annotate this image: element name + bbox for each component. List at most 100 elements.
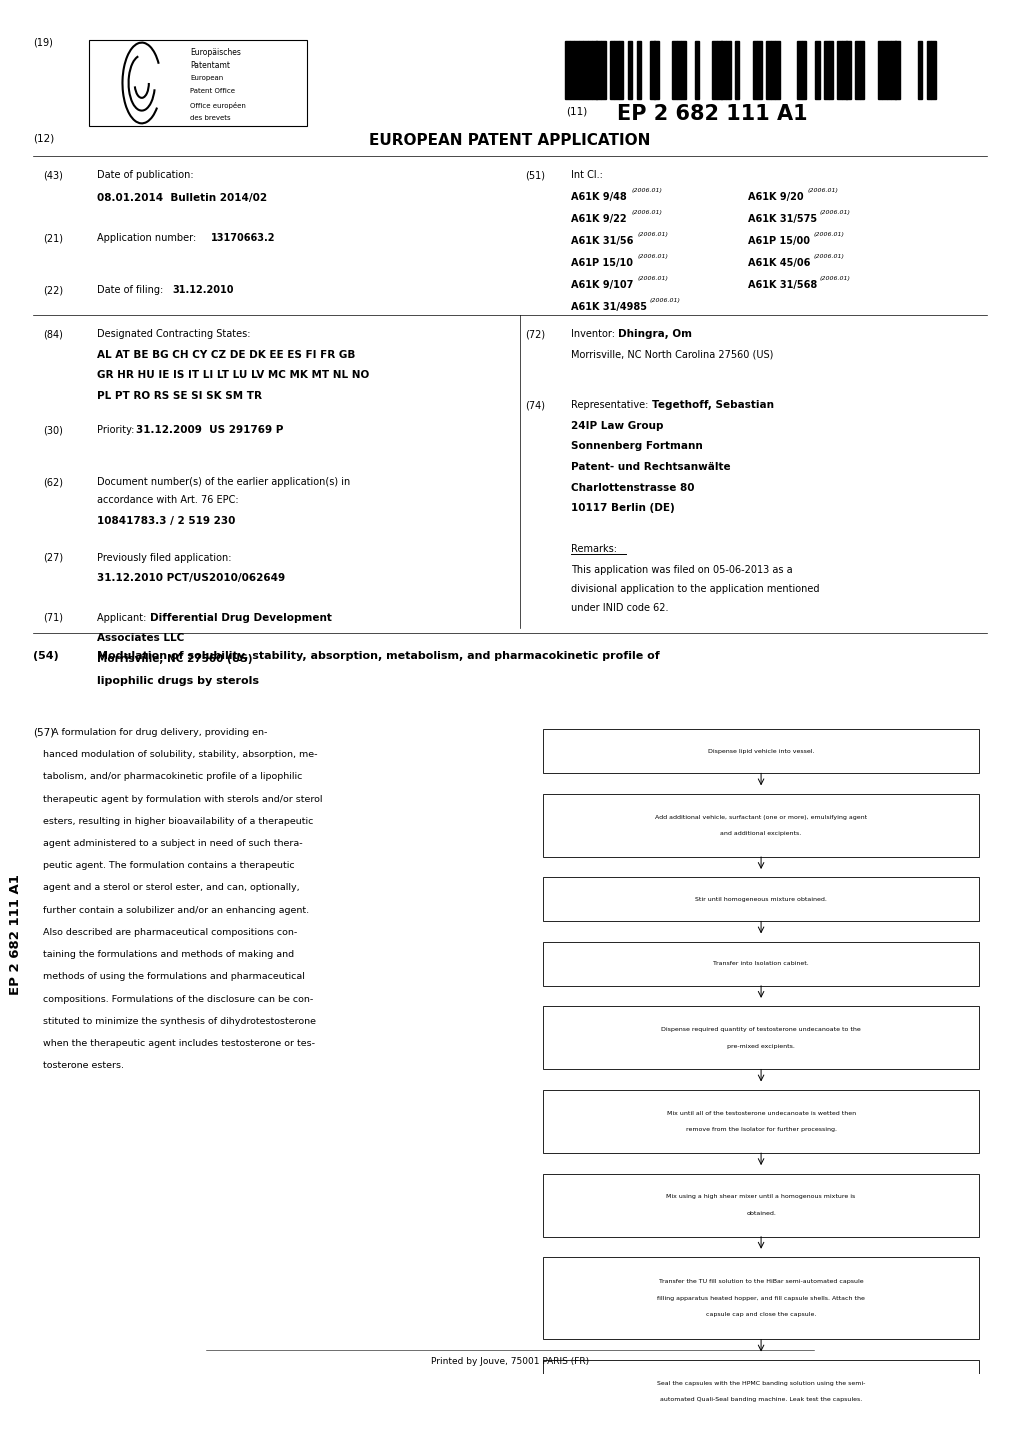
Text: pre-mixed excipients.: pre-mixed excipients.	[727, 1044, 794, 1048]
Text: Priority:: Priority:	[97, 425, 141, 435]
Text: Designated Contracting States:: Designated Contracting States:	[97, 329, 251, 339]
Bar	[859, 42, 863, 98]
Text: Dispense required quantity of testosterone undecanoate to the: Dispense required quantity of testostero…	[660, 1027, 860, 1032]
Text: A61P 15/10: A61P 15/10	[571, 258, 632, 268]
Bar	[716, 42, 720, 98]
Bar	[756, 42, 761, 98]
Text: (2006.01): (2006.01)	[649, 297, 680, 303]
FancyBboxPatch shape	[89, 40, 307, 125]
Bar	[752, 42, 756, 98]
Text: EUROPEAN PATENT APPLICATION: EUROPEAN PATENT APPLICATION	[369, 133, 650, 149]
Text: (2006.01): (2006.01)	[637, 232, 668, 236]
FancyBboxPatch shape	[543, 1007, 977, 1070]
Text: Dhingra, Om: Dhingra, Om	[616, 329, 691, 339]
FancyBboxPatch shape	[543, 793, 977, 857]
Text: Modulation of solubility, stability, absorption, metabolism, and pharmacokinetic: Modulation of solubility, stability, abs…	[97, 652, 659, 662]
Text: des brevets: des brevets	[191, 115, 231, 121]
Text: Date of filing:: Date of filing:	[97, 286, 166, 296]
Bar	[694, 42, 699, 98]
Text: Patent Office: Patent Office	[191, 88, 235, 94]
Text: A formulation for drug delivery, providing en-: A formulation for drug delivery, providi…	[44, 728, 267, 737]
Text: Transfer the TU fill solution to the HiBar semi-automated capsule: Transfer the TU fill solution to the HiB…	[658, 1279, 862, 1285]
Bar	[565, 42, 570, 98]
Text: (74): (74)	[525, 401, 545, 411]
Text: peutic agent. The formulation contains a therapeutic: peutic agent. The formulation contains a…	[44, 861, 294, 871]
Bar	[677, 42, 681, 98]
Bar	[881, 42, 886, 98]
Text: Patentamt: Patentamt	[191, 62, 230, 71]
Text: Patent- und Rechtsanwälte: Patent- und Rechtsanwälte	[571, 461, 730, 472]
Text: and additional excipients.: and additional excipients.	[719, 831, 801, 836]
Text: (27): (27)	[44, 552, 63, 562]
Text: compositions. Formulations of the disclosure can be con-: compositions. Formulations of the disclo…	[44, 995, 313, 1004]
Text: Morrisville, NC North Carolina 27560 (US): Morrisville, NC North Carolina 27560 (US…	[571, 349, 772, 359]
Bar	[926, 42, 930, 98]
Text: (21): (21)	[44, 234, 63, 244]
FancyBboxPatch shape	[543, 1360, 977, 1423]
Text: A61K 31/56: A61K 31/56	[571, 236, 633, 245]
Text: capsule cap and close the capsule.: capsule cap and close the capsule.	[705, 1312, 815, 1317]
Text: (71): (71)	[44, 613, 63, 623]
Text: A61K 9/48: A61K 9/48	[571, 192, 626, 202]
Bar	[917, 42, 921, 98]
Text: Associates LLC: Associates LLC	[97, 633, 184, 643]
Text: hanced modulation of solubility, stability, absorption, me-: hanced modulation of solubility, stabili…	[44, 750, 318, 758]
FancyBboxPatch shape	[543, 1174, 977, 1237]
Bar	[636, 42, 641, 98]
Text: European: European	[191, 75, 223, 81]
Text: 10841783.3 / 2 519 230: 10841783.3 / 2 519 230	[97, 515, 235, 525]
Bar	[609, 42, 613, 98]
Text: agent administered to a subject in need of such thera-: agent administered to a subject in need …	[44, 839, 303, 848]
Bar	[672, 42, 677, 98]
Text: obtained.: obtained.	[746, 1211, 775, 1216]
Text: therapeutic agent by formulation with sterols and/or sterol: therapeutic agent by formulation with st…	[44, 795, 323, 803]
Text: when the therapeutic agent includes testosterone or tes-: when the therapeutic agent includes test…	[44, 1038, 315, 1048]
Text: 31.12.2010 PCT/US2010/062649: 31.12.2010 PCT/US2010/062649	[97, 572, 285, 583]
Text: A61K 9/20: A61K 9/20	[748, 192, 803, 202]
Bar	[930, 42, 935, 98]
Text: 08.01.2014  Bulletin 2014/02: 08.01.2014 Bulletin 2014/02	[97, 193, 267, 203]
Text: A61K 31/568: A61K 31/568	[748, 280, 817, 290]
Bar	[841, 42, 846, 98]
Text: Differential Drug Development: Differential Drug Development	[150, 613, 331, 623]
Bar	[654, 42, 658, 98]
Text: A61K 31/575: A61K 31/575	[748, 213, 816, 224]
Text: 31.12.2010: 31.12.2010	[172, 286, 233, 296]
Bar	[596, 42, 600, 98]
Bar	[797, 42, 801, 98]
Text: Europäisches: Europäisches	[191, 48, 242, 58]
Bar	[649, 42, 654, 98]
Text: (12): (12)	[34, 133, 54, 143]
Text: (43): (43)	[44, 170, 63, 180]
Text: AL AT BE BG CH CY CZ DE DK EE ES FI FR GB: AL AT BE BG CH CY CZ DE DK EE ES FI FR G…	[97, 349, 356, 359]
Text: (54): (54)	[34, 652, 59, 662]
FancyBboxPatch shape	[543, 877, 977, 921]
Bar	[627, 42, 632, 98]
Text: (2006.01): (2006.01)	[818, 209, 850, 215]
Text: Printed by Jouve, 75001 PARIS (FR): Printed by Jouve, 75001 PARIS (FR)	[430, 1357, 589, 1366]
Bar	[583, 42, 587, 98]
Text: 10117 Berlin (DE): 10117 Berlin (DE)	[571, 503, 674, 513]
Bar	[827, 42, 833, 98]
FancyBboxPatch shape	[543, 1257, 977, 1340]
Text: accordance with Art. 76 EPC:: accordance with Art. 76 EPC:	[97, 495, 238, 505]
Text: 24IP Law Group: 24IP Law Group	[571, 421, 662, 431]
Text: (84): (84)	[44, 329, 63, 339]
Text: esters, resulting in higher bioavailability of a therapeutic: esters, resulting in higher bioavailabil…	[44, 816, 314, 826]
Text: This application was filed on 05-06-2013 as a: This application was filed on 05-06-2013…	[571, 565, 792, 575]
Bar	[823, 42, 827, 98]
Text: (57): (57)	[34, 728, 54, 738]
Text: GR HR HU IE IS IT LI LT LU LV MC MK MT NL NO: GR HR HU IE IS IT LI LT LU LV MC MK MT N…	[97, 371, 369, 381]
Bar	[769, 42, 774, 98]
Bar	[587, 42, 592, 98]
Text: Previously filed application:: Previously filed application:	[97, 552, 231, 562]
FancyBboxPatch shape	[543, 1090, 977, 1154]
Bar	[801, 42, 806, 98]
Bar	[837, 42, 842, 98]
Bar	[720, 42, 726, 98]
Bar	[681, 42, 685, 98]
Text: (11): (11)	[566, 107, 587, 117]
FancyBboxPatch shape	[543, 942, 977, 986]
Text: divisional application to the application mentioned: divisional application to the applicatio…	[571, 584, 818, 594]
Text: (2006.01): (2006.01)	[807, 187, 838, 193]
